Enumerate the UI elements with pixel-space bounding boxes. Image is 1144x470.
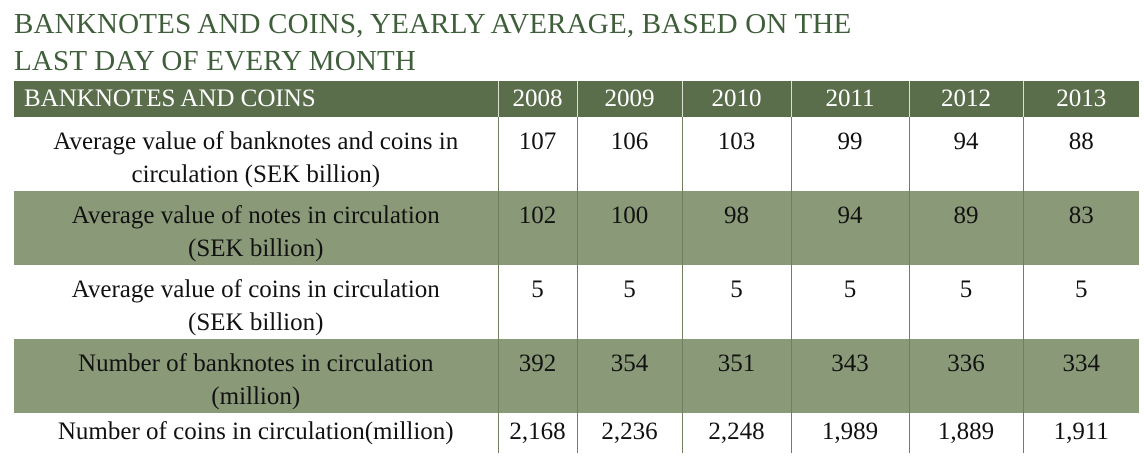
row-label-line: (million) [211,383,301,410]
table-cell: 1,989 [790,413,909,453]
table-cell: 351 [681,339,791,413]
data-table: BANKNOTES AND COINS 2008 2009 2010 2011 … [14,81,1139,453]
row-label-line: Number of banknotes in circulation [78,350,434,377]
column-header-year: 2009 [576,81,682,117]
table-cell: 2,236 [576,413,682,453]
table-cell: 5 [790,265,909,339]
table-cell: 107 [497,117,577,191]
table-cell: 2,248 [681,413,791,453]
table-cell: 94 [908,117,1023,191]
row-label-line: circulation (SEK billion) [131,161,381,188]
table-row: Number of coins in circulation(million) 2… [14,413,1139,453]
row-label: Average value of coins in circulation (SE… [14,265,498,339]
column-header-year: 2010 [681,81,791,117]
table-cell: 392 [497,339,577,413]
table-cell: 334 [1022,339,1139,413]
table-cell: 2,168 [497,413,577,453]
table-row: Average value of coins in circulation (SE… [14,265,1139,339]
row-label-line: Average value of notes in circulation [71,202,440,229]
column-header-year: 2012 [908,81,1023,117]
column-header-year: 2013 [1022,81,1139,117]
table-row: Average value of banknotes and coins in c… [14,117,1139,191]
table-cell: 88 [1022,117,1139,191]
table-cell: 5 [497,265,577,339]
header-row: BANKNOTES AND COINS 2008 2009 2010 2011 … [14,81,1139,117]
table-cell: 354 [576,339,682,413]
column-header-label: BANKNOTES AND COINS [14,81,498,117]
table-cell: 100 [576,191,682,265]
table-cell: 5 [908,265,1023,339]
row-label: Average value of banknotes and coins in c… [14,117,498,191]
table-cell: 1,889 [908,413,1023,453]
table-cell: 99 [790,117,909,191]
row-label-line: Average value of banknotes and coins in [53,128,459,155]
title-line-2: LAST DAY OF EVERY MONTH [14,45,417,77]
table-cell: 5 [681,265,791,339]
table-cell: 102 [497,191,577,265]
table-cell: 103 [681,117,791,191]
row-label-line: Average value of coins in circulation [71,276,440,303]
row-label: Number of banknotes in circulation (milli… [14,339,498,413]
table-cell: 343 [790,339,909,413]
table-cell: 5 [1022,265,1139,339]
table-cell: 1,911 [1022,413,1139,453]
page-title: BANKNOTES AND COINS, YEARLY AVERAGE, BAS… [14,6,851,80]
table-body: Average value of banknotes and coins in c… [14,117,1139,453]
column-header-year: 2008 [497,81,577,117]
table-cell: 106 [576,117,682,191]
row-label-line: (SEK billion) [188,235,324,262]
table-row: Average value of notes in circulation (SE… [14,191,1139,265]
column-header-year: 2011 [790,81,909,117]
table-row: Number of banknotes in circulation (milli… [14,339,1139,413]
table-cell: 336 [908,339,1023,413]
row-label-line: Number of coins in circulation(million) [57,418,454,445]
row-label: Average value of notes in circulation (SE… [14,191,498,265]
title-line-1: BANKNOTES AND COINS, YEARLY AVERAGE, BAS… [14,8,852,40]
row-label-line: (SEK billion) [188,309,324,336]
row-label: Number of coins in circulation(million) [14,413,498,453]
table-cell: 98 [681,191,791,265]
table-cell: 83 [1022,191,1139,265]
table-cell: 5 [576,265,682,339]
table-cell: 89 [908,191,1023,265]
table-cell: 94 [790,191,909,265]
